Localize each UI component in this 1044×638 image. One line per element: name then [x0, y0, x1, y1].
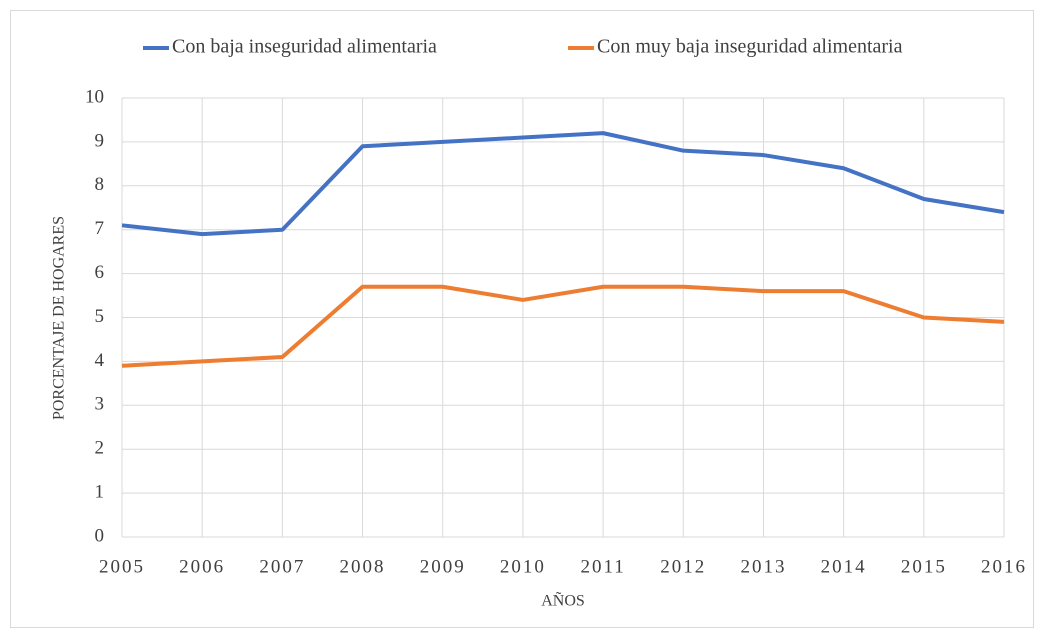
x-tick-label: 2010	[500, 556, 546, 577]
y-tick-label: 7	[95, 218, 105, 239]
line-series	[121, 284, 1005, 368]
y-tick-label: 5	[95, 306, 105, 327]
y-tick-label: 3	[95, 394, 105, 415]
y-tick-label: 1	[95, 481, 105, 502]
legend-label: Con baja inseguridad alimentaria	[172, 36, 437, 58]
x-tick-label: 2011	[580, 556, 625, 577]
legend-label: Con muy baja inseguridad alimentaria	[597, 36, 903, 58]
x-tick-label: 2013	[740, 556, 786, 577]
x-tick-label: 2014	[821, 556, 867, 577]
y-axis-title: PORCENTAJE DE HOGARES	[51, 216, 68, 420]
y-tick-label: 0	[95, 525, 105, 546]
x-tick-label: 2006	[179, 556, 225, 577]
x-tick-label: 2007	[259, 556, 305, 577]
y-tick-label: 8	[95, 174, 105, 195]
x-tick-label: 2015	[901, 556, 947, 577]
x-tick-label: 2016	[981, 556, 1027, 577]
y-tick-label: 4	[95, 350, 105, 371]
x-tick-label: 2012	[660, 556, 706, 577]
y-tick-label: 6	[95, 262, 105, 283]
x-tick-label: 2005	[99, 556, 145, 577]
chart-border	[10, 10, 1034, 628]
x-axis-title: AÑOS	[541, 592, 585, 610]
x-tick-label: 2009	[420, 556, 466, 577]
y-tick-label: 2	[95, 438, 105, 459]
x-tick-label: 2008	[340, 556, 386, 577]
y-tick-label: 9	[95, 130, 105, 151]
y-tick-label: 10	[85, 86, 104, 107]
line-series	[121, 131, 1005, 237]
